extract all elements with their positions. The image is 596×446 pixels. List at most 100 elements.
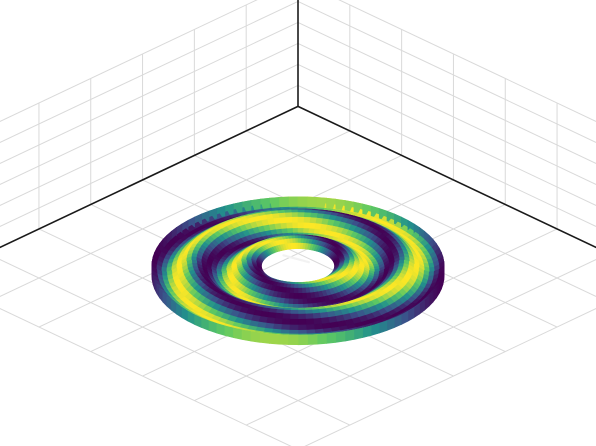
surface-patch <box>313 323 323 331</box>
surface-patch <box>302 298 308 305</box>
surface-patch <box>290 313 299 320</box>
surface-patch <box>241 329 252 342</box>
wall-gridline <box>0 84 299 227</box>
surface-patch <box>428 271 435 277</box>
surface-patch <box>273 323 283 331</box>
surface-patch <box>288 334 299 346</box>
surface-patch <box>281 318 291 326</box>
surface-patch <box>297 334 308 346</box>
surface-patch <box>344 329 355 342</box>
surface-patch <box>285 216 293 224</box>
surface-patch <box>297 303 304 309</box>
surface-patch <box>283 309 292 315</box>
floor-gridline <box>245 259 596 426</box>
surface-patch <box>285 222 293 230</box>
surface-patch <box>292 228 299 234</box>
surface-patch <box>293 298 299 305</box>
surface-patch <box>224 325 234 339</box>
surface-patch <box>297 329 307 335</box>
surface-patch <box>305 324 315 331</box>
surface-patch <box>291 216 299 224</box>
surface-patch <box>282 313 292 320</box>
surface-patch <box>304 309 313 315</box>
surface-patch <box>316 333 327 345</box>
surface-patch <box>289 287 295 294</box>
wall-gridline <box>0 0 299 143</box>
surface-patch <box>297 212 305 218</box>
surface-patch <box>293 287 299 294</box>
surface-patch <box>297 318 307 326</box>
surface-patch <box>303 212 312 218</box>
surface-patch <box>297 309 306 315</box>
ring-surface <box>151 196 445 346</box>
surface-patch <box>297 293 303 300</box>
surface-patch <box>293 293 299 300</box>
floor-gridline <box>245 130 596 297</box>
surface-patch <box>216 323 226 336</box>
surface-patch <box>161 271 168 277</box>
surface-patch <box>292 303 299 309</box>
surface-patch <box>281 324 291 331</box>
surface-patch <box>273 317 284 325</box>
wall-gridline <box>338 0 596 122</box>
surface-patch <box>269 333 280 345</box>
axis-lines <box>0 0 596 249</box>
wall-gridline <box>0 21 299 164</box>
surface-patch <box>287 303 294 309</box>
surface-patch <box>312 317 323 325</box>
surface-patch <box>307 334 318 345</box>
surface-patch <box>288 298 294 305</box>
surface-patch <box>303 222 311 230</box>
floor-grid <box>0 105 596 446</box>
surface-patch <box>303 216 311 224</box>
floor-gridline <box>90 179 454 352</box>
wall-gridline <box>297 42 596 185</box>
surface-patch <box>305 318 315 326</box>
surface-patch <box>297 222 305 229</box>
surface-patch <box>297 313 306 320</box>
wall-gridline <box>0 42 299 185</box>
hole-highlight <box>282 254 310 264</box>
surface-patch <box>288 292 295 300</box>
surface-patch <box>302 303 309 309</box>
surface-patch <box>274 312 284 320</box>
surface-patch <box>291 212 299 218</box>
surface-patch <box>289 329 299 335</box>
surface-patch <box>312 312 322 320</box>
surface-patch <box>286 228 294 234</box>
floor-gridline <box>142 179 506 352</box>
surface-patch <box>293 284 299 289</box>
surface-patch <box>301 283 306 289</box>
surface-patch <box>362 325 372 339</box>
surface-patch <box>297 284 303 289</box>
floor-gridline <box>304 308 596 446</box>
surface-patch <box>290 283 295 289</box>
surface-patch <box>297 298 303 305</box>
floor-gridline <box>0 259 351 426</box>
surface-patch <box>297 209 306 214</box>
surface-patch <box>284 212 293 218</box>
surface-patch <box>259 332 270 344</box>
surface-patch <box>353 327 363 340</box>
surface-patch <box>278 196 289 208</box>
surface-patch <box>301 292 308 300</box>
back-wall-grid <box>0 0 596 229</box>
surface-patch <box>291 222 299 229</box>
y-axis-line <box>297 105 596 249</box>
surface-patch <box>290 309 299 315</box>
wall-gridline <box>297 63 596 206</box>
surface-patch <box>278 334 289 345</box>
wall-gridline <box>297 0 596 143</box>
x-axis-line <box>0 105 299 249</box>
surface-patch <box>301 287 307 294</box>
surface-patch <box>326 332 337 344</box>
surface-patch <box>335 331 346 343</box>
surface-patch <box>289 324 299 331</box>
surface-patch <box>290 209 299 214</box>
surface-patch <box>289 318 299 326</box>
surface-patch <box>297 196 308 207</box>
surface-patch <box>288 196 299 207</box>
surface-patch <box>370 323 380 336</box>
